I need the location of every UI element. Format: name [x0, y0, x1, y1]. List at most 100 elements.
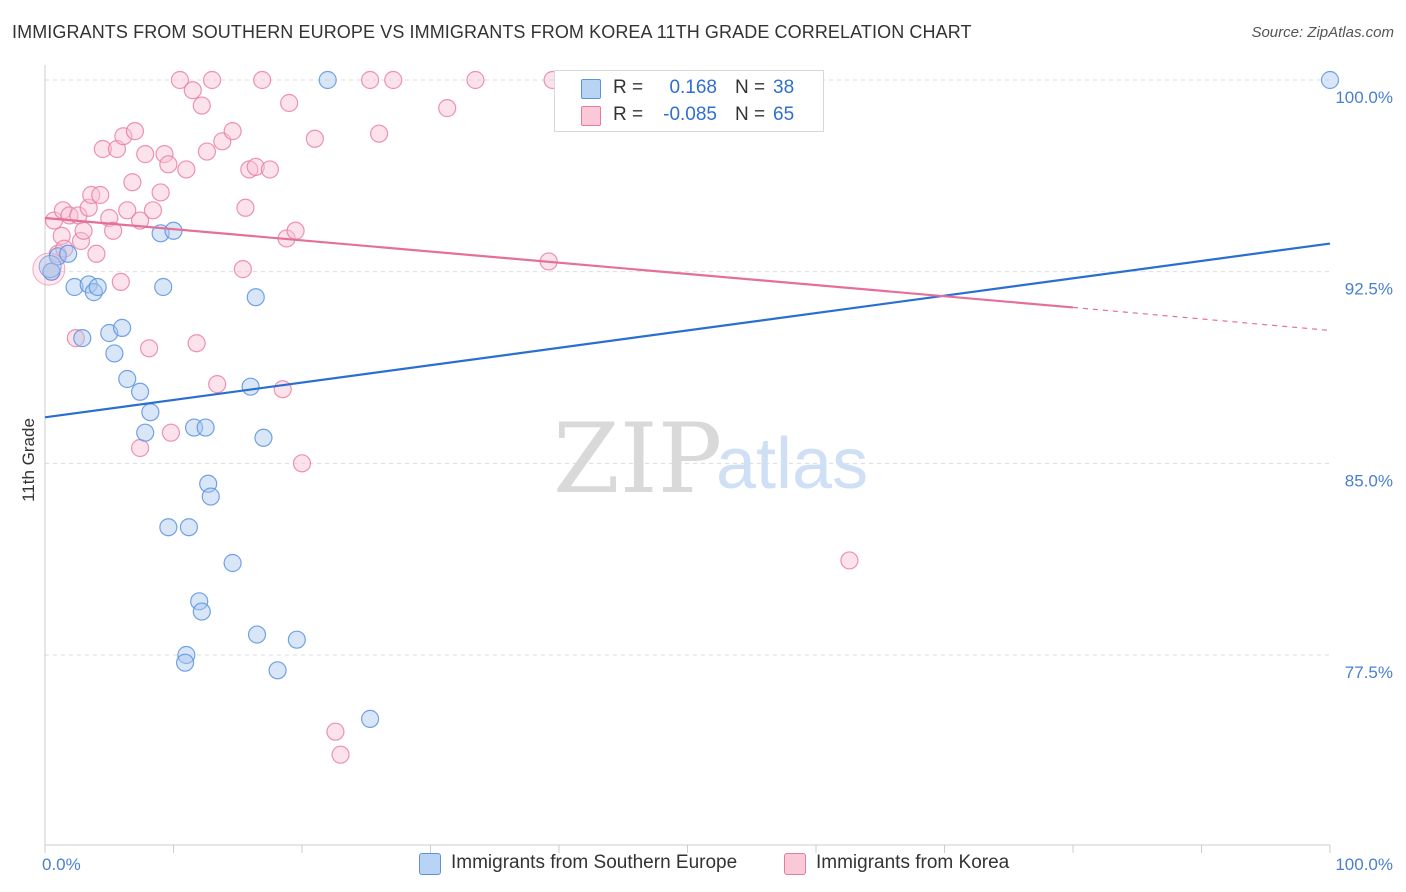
bottom-legend-swatch-pink	[784, 853, 806, 875]
southern-europe-point	[177, 645, 196, 665]
korea-point	[223, 122, 242, 141]
legend-swatch-pink	[581, 106, 601, 126]
southern-europe-point	[223, 553, 242, 573]
korea-point	[161, 423, 181, 442]
korea-point	[305, 129, 324, 148]
korea-point	[123, 173, 142, 192]
southern-europe-point	[118, 369, 137, 389]
korea-point	[370, 124, 389, 143]
southern-europe-point	[65, 277, 84, 297]
korea-point	[118, 201, 137, 220]
korea-point	[246, 157, 265, 176]
korea-trend-line	[44, 216, 1074, 309]
watermark: ZIP atlas	[553, 403, 868, 515]
korea-point	[139, 339, 159, 358]
korea-point	[361, 70, 380, 90]
source-credit: Source: ZipAtlas.com	[1251, 24, 1394, 41]
watermark-zip: ZIP	[553, 403, 722, 515]
korea-point	[74, 221, 93, 240]
korea-point	[286, 221, 305, 240]
korea-point	[143, 201, 163, 220]
southern-europe-point	[287, 630, 306, 649]
korea-point	[280, 93, 299, 113]
southern-europe-point	[154, 277, 173, 297]
southern-europe-point	[159, 518, 178, 537]
southern-europe-point	[268, 661, 287, 680]
korea-point	[114, 127, 133, 146]
korea-point	[292, 454, 312, 473]
korea-point	[87, 244, 106, 263]
axes	[44, 65, 1331, 853]
southern-europe-point	[179, 518, 199, 537]
southern-europe-point-large	[38, 255, 62, 279]
legend-row-southern-europe: R = 0.168 N = 38	[555, 75, 823, 101]
korea-point	[159, 155, 178, 174]
legend-r-label: R =	[613, 77, 644, 98]
korea-point	[233, 260, 252, 279]
korea-point	[104, 221, 123, 240]
southern-europe-point	[175, 653, 195, 672]
legend-n-label: N =	[735, 104, 766, 125]
southern-europe-trend-line	[44, 242, 1331, 419]
chart-title: IMMIGRANTS FROM SOUTHERN EUROPE VS IMMIG…	[12, 22, 972, 42]
legend-n-value: 38	[773, 77, 795, 98]
korea-point	[155, 145, 174, 164]
southern-europe-point	[361, 709, 380, 728]
korea-point	[192, 96, 211, 115]
y-tick-label: 85.0%	[1345, 471, 1393, 490]
southern-europe-point	[1320, 70, 1340, 90]
legend-n-label: N =	[735, 77, 766, 98]
x-tick-label: 100.0%	[1335, 855, 1393, 874]
southern-europe-point	[105, 344, 124, 363]
korea-point	[331, 745, 350, 764]
southern-europe-point	[247, 625, 267, 644]
korea-point	[208, 375, 227, 394]
korea-point	[170, 70, 190, 90]
southern-europe-point	[141, 403, 160, 422]
southern-europe-point	[136, 423, 155, 442]
y-tick-label: 77.5%	[1345, 663, 1393, 682]
series-southern-europe-points	[38, 70, 1340, 728]
legend-r-value: 0.168	[669, 77, 717, 98]
legend-r-label: R =	[613, 104, 644, 125]
watermark-atlas: atlas	[716, 424, 868, 504]
korea-trend-extension	[1072, 306, 1331, 332]
korea-point	[111, 272, 130, 291]
korea-point	[177, 160, 196, 179]
korea-point	[840, 551, 859, 570]
bottom-legend-swatch-blue	[419, 853, 441, 875]
y-tick-label: 100.0%	[1335, 88, 1393, 107]
trend-lines	[44, 216, 1331, 419]
southern-europe-point	[241, 377, 260, 396]
x-tick-label: 0.0%	[42, 855, 81, 874]
southern-europe-point	[130, 382, 150, 401]
southern-europe-point	[112, 318, 132, 337]
southern-europe-point	[246, 288, 265, 307]
korea-point	[438, 99, 457, 118]
bottom-legend-label: Immigrants from Korea	[816, 852, 1010, 873]
bottom-legend-label: Immigrants from Southern Europe	[451, 852, 738, 873]
korea-point	[197, 142, 217, 161]
korea-point	[326, 722, 345, 741]
southern-europe-point	[73, 329, 92, 348]
stats-legend: R = 0.168 N = 38 R = -0.085 N = 65	[554, 70, 824, 132]
korea-point	[183, 81, 202, 100]
korea-point	[384, 70, 403, 90]
legend-r-value: -0.085	[663, 104, 717, 125]
y-axis-label: 11th Grade	[19, 418, 38, 502]
korea-point	[93, 139, 112, 159]
korea-point	[66, 329, 85, 348]
southern-europe-point	[192, 602, 211, 621]
korea-point	[125, 122, 145, 141]
korea-point	[466, 70, 485, 90]
y-tick-label: 92.5%	[1345, 280, 1393, 299]
korea-point	[236, 198, 255, 217]
tick-labels: 100.0% 92.5% 85.0% 77.5% 0.0% 100.0%	[42, 88, 1393, 874]
legend-n-value: 65	[773, 104, 795, 125]
korea-point	[187, 334, 206, 353]
korea-point	[260, 160, 279, 179]
southern-europe-point	[201, 487, 220, 506]
southern-europe-point	[59, 244, 78, 263]
korea-point	[136, 145, 155, 164]
